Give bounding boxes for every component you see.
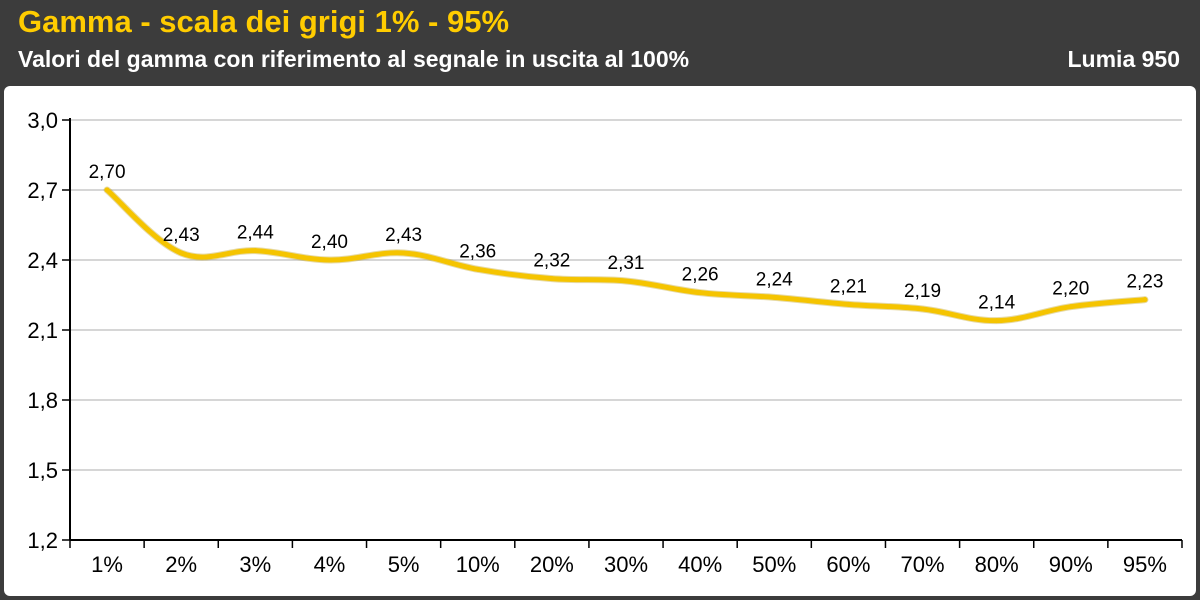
x-tick-label: 40% (678, 552, 722, 577)
data-point (549, 276, 555, 282)
data-label: 2,44 (237, 223, 274, 244)
data-point (771, 294, 777, 300)
data-label: 2,23 (1126, 272, 1163, 293)
x-tick-label: 3% (239, 552, 271, 577)
x-tick-label: 50% (752, 552, 796, 577)
data-label: 2,70 (89, 162, 126, 183)
y-tick-label: 1,8 (27, 388, 58, 413)
data-point (994, 318, 1000, 324)
data-point (252, 248, 258, 254)
data-label: 2,24 (756, 269, 793, 290)
y-tick-label: 2,1 (27, 318, 58, 343)
x-tick-label: 1% (91, 552, 123, 577)
y-tick-label: 2,4 (27, 248, 58, 273)
data-label: 2,14 (978, 293, 1015, 314)
data-point (401, 250, 407, 256)
data-point (475, 266, 481, 272)
data-point (697, 290, 703, 296)
device-name: Lumia 950 (1067, 46, 1181, 72)
data-label: 2,21 (830, 276, 867, 297)
y-tick-label: 2,7 (27, 178, 58, 203)
data-label: 2,43 (385, 225, 422, 246)
x-tick-label: 60% (826, 552, 870, 577)
y-tick-label: 3,0 (27, 108, 58, 133)
data-label: 2,36 (459, 241, 496, 262)
x-tick-label: 80% (975, 552, 1019, 577)
x-tick-label: 30% (604, 552, 648, 577)
data-point (1142, 297, 1148, 303)
x-tick-label: 2% (165, 552, 197, 577)
x-tick-label: 4% (314, 552, 346, 577)
x-tick-label: 70% (901, 552, 945, 577)
x-tick-label: 95% (1123, 552, 1167, 577)
y-tick-label: 1,5 (27, 458, 58, 483)
data-label: 2,31 (608, 253, 645, 274)
chart-header: Gamma - scala dei grigi 1% - 95% Valori … (0, 0, 1200, 84)
x-tick-label: 90% (1049, 552, 1093, 577)
data-point (623, 278, 629, 284)
data-point (178, 250, 184, 256)
x-tick-label: 10% (456, 552, 500, 577)
gamma-line-chart: 1,2 1,5 1,8 2,1 2,4 2,7 3,0 1% 2% 3% 4% 5% 10% 20% 30%… (27, 108, 1183, 577)
y-tick-label: 1,2 (27, 528, 58, 553)
data-label: 2,19 (904, 281, 941, 302)
data-label: 2,20 (1052, 279, 1089, 300)
chart-subtitle: Valori del gamma con riferimento al segn… (18, 46, 690, 72)
data-point (920, 306, 926, 312)
plot-panel: 1,2 1,5 1,8 2,1 2,4 2,7 3,0 1% 2% 3% 4% 5% 10% 20% 30%… (4, 86, 1196, 596)
x-tick-label: 5% (388, 552, 420, 577)
data-label: 2,43 (163, 225, 200, 246)
data-point (104, 187, 110, 193)
data-point (845, 301, 851, 307)
chart-title: Gamma - scala dei grigi 1% - 95% (18, 4, 510, 39)
data-point (326, 257, 332, 263)
data-label: 2,26 (682, 265, 719, 286)
data-label: 2,40 (311, 232, 348, 253)
data-label: 2,32 (533, 251, 570, 272)
x-tick-label: 20% (530, 552, 574, 577)
data-point (1068, 304, 1074, 310)
